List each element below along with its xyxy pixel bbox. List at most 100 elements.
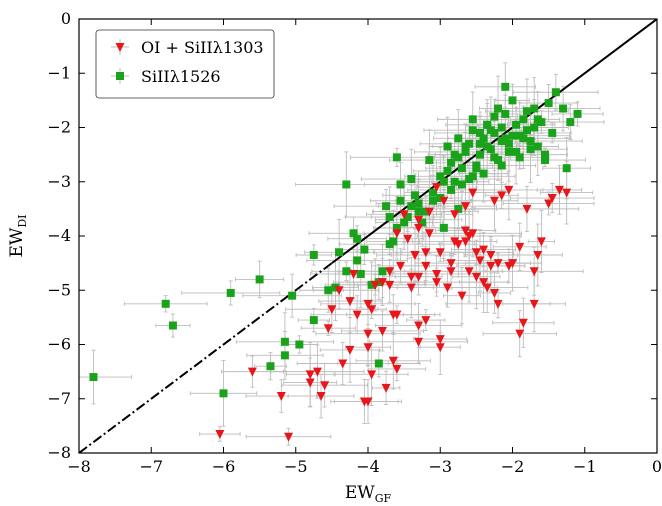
data-point-square [457, 180, 466, 189]
reference-line-solid [331, 19, 657, 264]
data-point-triangle [363, 329, 373, 339]
y-tick-label: −6 [47, 335, 71, 354]
x-axis-label-main: EW [345, 483, 375, 503]
x-tick-label: 0 [652, 457, 662, 476]
data-point-triangle [284, 432, 294, 442]
data-point-square [309, 250, 318, 259]
data-point-square [544, 99, 553, 108]
data-point-triangle [486, 250, 496, 260]
data-point-triangle [493, 299, 503, 309]
data-point-triangle [533, 250, 543, 260]
data-point-triangle [471, 272, 481, 282]
y-tick-label: −2 [47, 118, 71, 137]
x-axis-label-sub: GF [375, 492, 392, 505]
x-tick-label: −6 [212, 457, 236, 476]
data-point-triangle [345, 297, 355, 307]
data-point-triangle [435, 343, 445, 353]
data-point-square [501, 109, 510, 118]
svg-text:EWGF: EWGF [345, 483, 392, 505]
data-point-square [353, 234, 362, 243]
y-axis-label-sub: DI [16, 214, 29, 227]
data-point-triangle [392, 229, 402, 239]
data-point-triangle [475, 256, 485, 266]
svg-text:EWDI: EWDI [7, 214, 29, 257]
data-point-triangle [554, 185, 564, 195]
x-tick-label: −7 [139, 457, 163, 476]
y-tick-label: 0 [61, 9, 71, 28]
data-point-square [483, 142, 492, 151]
data-point-square [410, 191, 419, 200]
data-point-triangle [508, 259, 517, 269]
data-point-square [472, 164, 481, 173]
data-point-triangle [312, 367, 322, 377]
legend-entry-oi-siii1303: OI + SiIIλ1303 [111, 38, 264, 57]
data-point-triangle [276, 392, 286, 402]
data-point-triangle [479, 278, 489, 288]
data-point-square [342, 180, 351, 189]
data-point-triangle [406, 272, 416, 282]
data-point-triangle [334, 286, 344, 296]
data-point-square [479, 169, 488, 178]
data-point-square [526, 137, 535, 146]
data-point-triangle [497, 191, 507, 201]
data-point-square [526, 145, 535, 154]
data-point-square [266, 362, 275, 371]
data-point-triangle [453, 240, 463, 250]
data-point-square [548, 128, 557, 137]
data-point-square [360, 245, 369, 254]
reference-line-layer [79, 19, 657, 453]
data-point-triangle [410, 250, 420, 260]
data-point-triangle [442, 283, 452, 293]
data-point-square [385, 213, 394, 222]
data-point-square [475, 139, 484, 148]
data-point-square [522, 107, 531, 116]
data-point-triangle [544, 199, 554, 209]
data-point-triangle [461, 226, 471, 236]
data-point-square [443, 166, 452, 175]
data-point-square [392, 153, 401, 162]
data-point-triangle [562, 188, 572, 198]
data-point-triangle [439, 196, 449, 206]
data-point-triangle [515, 329, 525, 339]
data-point-square [407, 202, 416, 211]
data-point-triangle [468, 229, 478, 239]
x-tick-label: −2 [501, 457, 525, 476]
data-point-triangle [316, 392, 326, 402]
data-point-triangle [450, 210, 460, 220]
legend-marker-triangle-down [115, 43, 125, 52]
data-point-square [530, 104, 539, 113]
ticks-layer: −8 −7 −6 −5 −4 −3 −2 −1 0 0 −1 −2 −3 −4 −5 −6 −7 −8 [47, 9, 662, 476]
data-point-square [461, 147, 470, 156]
data-point-triangle [432, 183, 442, 193]
x-tick-label: −1 [573, 457, 597, 476]
data-point-triangle [482, 283, 492, 293]
data-point-square [414, 207, 423, 216]
data-point-triangle [352, 310, 362, 320]
data-point-triangle [327, 305, 337, 315]
data-point-square [89, 373, 98, 382]
data-point-triangle [385, 280, 395, 290]
data-point-triangle [547, 194, 557, 204]
data-point-triangle [493, 259, 503, 269]
data-point-triangle [381, 383, 391, 393]
reference-line-dashed [79, 262, 333, 453]
data-point-triangle [399, 210, 409, 220]
x-axis-label: EWGF [345, 483, 392, 505]
data-point-square [522, 126, 531, 135]
data-point-triangle [446, 259, 456, 269]
data-point-triangle [247, 367, 257, 377]
data-point-triangle [392, 310, 402, 320]
data-point-triangle [377, 278, 387, 288]
data-point-square [490, 153, 499, 162]
data-point-triangle [215, 430, 225, 440]
y-tick-label: −5 [47, 280, 71, 299]
data-point-square [512, 147, 521, 156]
data-point-triangle [435, 335, 445, 345]
data-point-square [501, 82, 510, 91]
data-point-square [447, 158, 456, 167]
data-point-square [486, 126, 495, 135]
data-point-square [280, 337, 289, 346]
x-tick-label: −3 [428, 457, 452, 476]
x-tick-label: −5 [284, 457, 308, 476]
